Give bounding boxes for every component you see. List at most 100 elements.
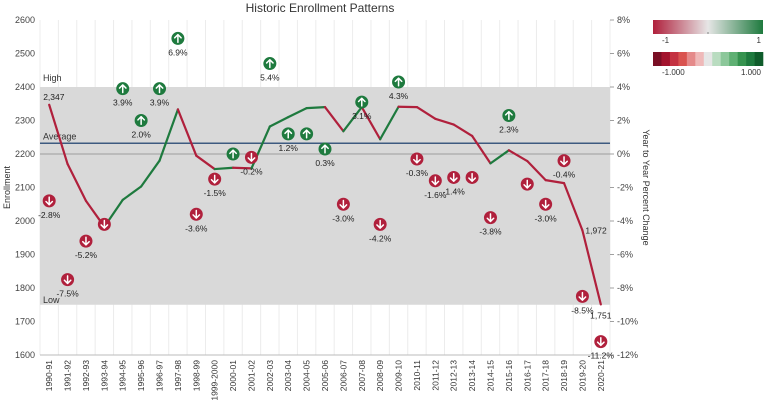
x-tick-label: 2017-18 <box>541 360 551 391</box>
arrow-down-icon <box>466 171 479 184</box>
arrow-down-icon <box>539 198 552 211</box>
arrow-down-icon <box>374 218 387 231</box>
left-tick-label: 1900 <box>15 250 35 260</box>
left-axis: 1600170018001900200021002200230024002500… <box>15 15 35 360</box>
legend-step <box>661 52 670 66</box>
arrow-up-icon <box>227 148 240 161</box>
x-tick-label: 2019-20 <box>577 360 587 391</box>
legend-step <box>721 52 730 66</box>
pct-change-label: -3.0% <box>332 213 355 223</box>
x-tick-label: 2013-14 <box>467 360 477 391</box>
pct-change-label: 3.9% <box>150 98 170 108</box>
arrow-down-icon <box>61 273 74 286</box>
pct-change-label: -5.2% <box>75 250 98 260</box>
right-tick-label: 0% <box>617 149 630 159</box>
x-tick-label: 1992-93 <box>81 360 91 391</box>
arrow-down-icon <box>98 218 111 231</box>
arrow-up-icon <box>171 32 184 45</box>
x-tick-label: 2014-15 <box>485 360 495 391</box>
legend-step <box>704 52 713 66</box>
legend-step <box>755 52 764 66</box>
right-tick-label: 4% <box>617 82 630 92</box>
right-tick-label: 2% <box>617 116 630 126</box>
x-tick-label: 2000-01 <box>228 360 238 391</box>
stepped-legend-min: -1.000 <box>662 68 685 77</box>
pct-change-label: 2.3% <box>499 124 519 134</box>
arrow-up-icon <box>502 109 515 122</box>
arrow-up-icon <box>355 96 368 109</box>
right-tick-label: 6% <box>617 49 630 59</box>
color-legend: -1 1 -1.000 1.000 <box>650 18 765 118</box>
arrow-down-icon <box>558 154 571 167</box>
enrollment-label: 1,972 <box>585 225 607 235</box>
band-high-label: High <box>43 73 62 83</box>
arrow-down-icon <box>190 208 203 221</box>
pct-change-label: -0.4% <box>553 170 576 180</box>
arrow-down-icon <box>576 290 589 303</box>
x-tick-label: 2007-08 <box>357 360 367 391</box>
pct-change-label: 2.0% <box>131 130 151 140</box>
arrow-up-icon <box>135 114 148 127</box>
arrow-up-icon <box>319 142 332 155</box>
x-tick-label: 2003-04 <box>283 360 293 391</box>
left-tick-label: 2600 <box>15 15 35 25</box>
pct-change-label: -8.5% <box>571 305 594 315</box>
arrow-up-icon <box>153 82 166 95</box>
x-tick-label: 2001-02 <box>246 360 256 391</box>
x-tick-label: 1998-99 <box>191 360 201 391</box>
left-tick-label: 2000 <box>15 216 35 226</box>
x-tick-label: 2012-13 <box>449 360 459 391</box>
x-tick-label: 2008-09 <box>375 360 385 391</box>
right-axis-label: Year to Year Percent Change <box>641 129 651 245</box>
pct-change-label: -1.4% <box>443 186 466 196</box>
arrow-up-icon <box>300 127 313 140</box>
arrow-down-icon <box>410 153 423 166</box>
legend-step <box>746 52 755 66</box>
arrow-up-icon <box>392 75 405 88</box>
stepped-legend-max: 1.000 <box>741 68 762 77</box>
high-low-band <box>40 87 610 305</box>
x-tick-label: 1991-92 <box>63 360 73 391</box>
legend-step <box>653 52 662 66</box>
pct-change-label: 3.9% <box>113 98 133 108</box>
arrow-down-icon <box>521 178 534 191</box>
legend-step <box>670 52 679 66</box>
arrow-up-icon <box>263 57 276 70</box>
left-tick-label: 2100 <box>15 183 35 193</box>
right-tick-label: -6% <box>617 250 633 260</box>
right-axis: -12%-10%-8%-6%-4%-2%0%2%4%6%8% <box>610 15 638 360</box>
pct-change-label: -11.2% <box>588 351 615 361</box>
pct-change-label: -2.8% <box>38 210 61 220</box>
arrow-down-icon <box>245 151 258 164</box>
x-tick-label: 2015-16 <box>504 360 514 391</box>
right-tick-label: -4% <box>617 216 633 226</box>
arrow-down-icon <box>337 198 350 211</box>
pct-change-label: -0.2% <box>240 166 263 176</box>
arrow-down-icon <box>429 174 442 187</box>
left-tick-label: 1800 <box>15 283 35 293</box>
gradient-legend-min: -1 <box>662 36 670 45</box>
left-tick-label: 1600 <box>15 350 35 360</box>
left-tick-label: 2300 <box>15 116 35 126</box>
x-tick-label: 1990-91 <box>44 360 54 391</box>
x-tick-label: 2011-12 <box>430 360 440 391</box>
arrow-up-icon <box>282 127 295 140</box>
right-tick-label: -8% <box>617 283 633 293</box>
x-tick-label: 1999-2000 <box>210 360 220 401</box>
right-tick-label: -12% <box>617 350 638 360</box>
chart-title: Historic Enrollment Patterns <box>246 1 395 15</box>
left-axis-label: Enrollment <box>2 165 12 209</box>
arrow-down-icon <box>79 235 92 248</box>
pct-change-label: -1.5% <box>204 188 227 198</box>
x-tick-label: 2016-17 <box>522 360 532 391</box>
pct-change-label: -3.6% <box>185 223 208 233</box>
pct-change-label: 1.2% <box>279 143 299 153</box>
x-tick-label: 2010-11 <box>412 360 422 391</box>
x-tick-label: 2020-21 <box>596 360 606 391</box>
pct-change-label: -3.8% <box>479 227 502 237</box>
pct-change-label: -4.2% <box>369 233 392 243</box>
pct-change-label: 4.3% <box>389 91 409 101</box>
right-tick-label: -10% <box>617 317 638 327</box>
